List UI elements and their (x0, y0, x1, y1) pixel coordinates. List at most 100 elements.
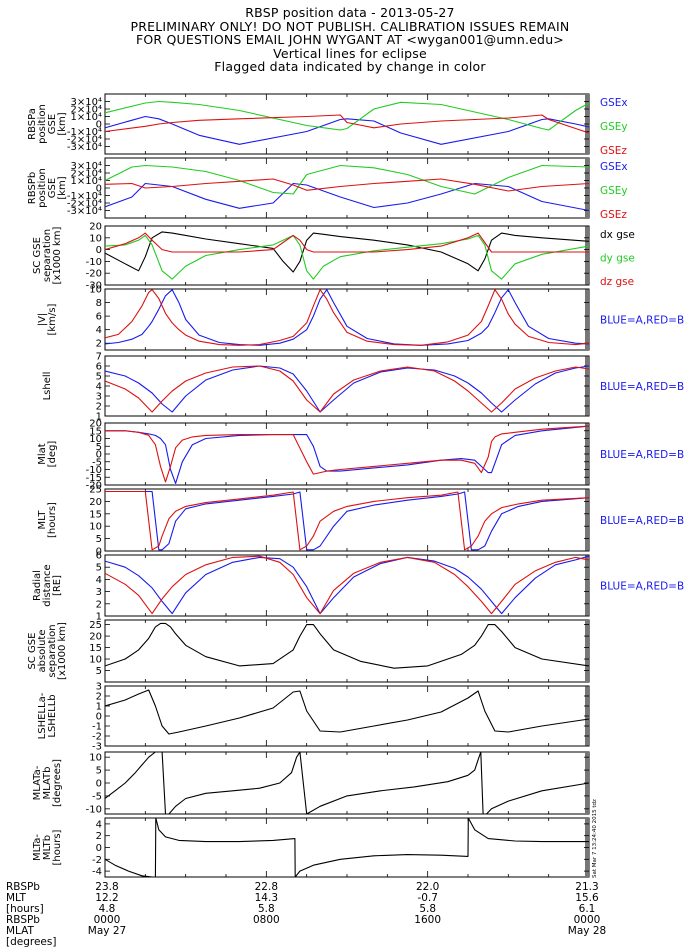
y-tick-label: 6 (96, 362, 102, 373)
y-tick-label: 0 (96, 120, 102, 131)
y-tick-label: 10 (89, 753, 102, 764)
y-axis-label: Radial (32, 570, 43, 601)
y-axis-label: [x1000 km] (52, 226, 63, 284)
y-tick-label: 10 (89, 434, 102, 445)
footer-cell: May 28 (568, 925, 606, 937)
y-tick-label: 2×10⁴ (71, 105, 102, 116)
legend-entry: GSEx (600, 97, 628, 109)
y-tick-label: -2×10⁴ (67, 199, 102, 210)
series-line-A (105, 425, 589, 484)
legend-entry: dz gse (600, 276, 634, 288)
panel-frame (104, 554, 590, 617)
series-line-difference (105, 752, 589, 814)
series-group (105, 752, 589, 814)
series-line-difference (105, 689, 589, 735)
y-axis-label: RBSPb (27, 172, 38, 204)
y-tick-label: 0 (96, 843, 102, 854)
legend-entry: GSEy (600, 185, 628, 197)
y-tick-label: -3×10⁴ (67, 142, 102, 153)
footer-cell: 6.1 (579, 903, 596, 915)
footer-cell: 15.6 (575, 892, 599, 904)
panel-frame (104, 619, 590, 683)
y-tick-label: 3 (96, 587, 102, 598)
y-tick-label: -5 (92, 791, 102, 802)
panel-frame (104, 685, 590, 747)
y-axis-label: position (37, 168, 48, 208)
y-tick-label: 5 (96, 442, 102, 453)
legend-entry: GSEx (600, 161, 628, 173)
y-tick-label: 3 (96, 392, 102, 403)
y-axis-label: Lshell (42, 372, 53, 401)
footer-cell: 21.3 (575, 881, 598, 893)
y-tick-label: -20 (86, 481, 102, 492)
y-tick-label: -2 (92, 855, 102, 866)
y-axis-label: SC GSE (27, 633, 38, 670)
y-tick-label: 1×10⁴ (71, 112, 102, 123)
footer-table: RBSPbMLT[hours]RBSPbMLAT[degrees]23.812.… (6, 881, 606, 948)
y-tick-label: 10 (89, 285, 102, 296)
footer-cell: 5.8 (258, 903, 275, 915)
panel-frame (104, 488, 590, 552)
y-tick-label: 10 (89, 233, 102, 244)
y-tick-label: -30 (86, 281, 102, 292)
y-axis-label: GSE (47, 178, 58, 198)
series-group (105, 689, 589, 735)
y-tick-label: 6 (96, 312, 102, 323)
legend-entry: BLUE=A,RED=B (600, 315, 684, 327)
series-line-GSEy (105, 164, 589, 195)
panel-frame (104, 355, 590, 417)
legend-entry: BLUE=A,RED=B (600, 449, 684, 461)
series-line-dz-gse (105, 232, 589, 253)
y-tick-label: 2 (96, 599, 102, 610)
y-tick-label: 15 (89, 509, 102, 520)
footer-cell: May 27 (88, 925, 126, 937)
series-group (105, 100, 589, 145)
y-tick-label: 0 (96, 547, 102, 558)
series-group (105, 289, 589, 346)
y-tick-label: 0 (96, 184, 102, 195)
footer-cell: 12.2 (95, 892, 118, 904)
series-line-GSEx (105, 115, 589, 145)
footer-row-label: [hours] (6, 903, 44, 915)
series-group (105, 818, 589, 877)
footer-row-label: RBSPb (6, 881, 40, 893)
series-group (105, 425, 589, 484)
y-tick-label: 3×10⁴ (71, 97, 102, 108)
footer-cell: 0800 (253, 914, 280, 926)
footer-cell: 1600 (414, 914, 441, 926)
footer-cell: 4.8 (99, 903, 116, 915)
y-tick-label: 25 (89, 620, 102, 631)
y-tick-label: -3 (92, 742, 102, 753)
footer-cell: 22.8 (255, 881, 278, 893)
y-tick-label: 4 (96, 575, 102, 586)
warning-line: PRELIMINARY ONLY! DO NOT PUBLISH. CALIBR… (130, 18, 570, 34)
y-axis-label: [km] (57, 176, 68, 199)
y-axis-label: |V| (37, 313, 48, 327)
legend-entry: GSEz (600, 209, 627, 221)
y-tick-label: 3 (96, 682, 102, 693)
series-line-GSEx (105, 182, 589, 212)
y-axis-label: [x1000 km] (57, 622, 68, 680)
y-tick-label: -1×10⁴ (67, 191, 102, 202)
y-tick-label: 4 (96, 325, 102, 336)
y-axis-label: MLATa- (32, 765, 43, 800)
y-tick-label: 1×10⁴ (71, 176, 102, 187)
series-line-GSEz (105, 178, 589, 192)
flag-strip (585, 489, 589, 551)
y-tick-label: 5 (96, 666, 102, 677)
y-tick-label: 8 (96, 298, 102, 309)
y-axis-label: MLTa- (32, 834, 43, 861)
eclipse-note: Vertical lines for eclipse (273, 45, 427, 61)
series-line-B (105, 289, 589, 346)
y-tick-label: -1×10⁴ (67, 127, 102, 138)
y-tick-label: 2 (96, 692, 102, 703)
flag-strip (585, 555, 589, 616)
legend-entry: BLUE=A,RED=B (600, 581, 684, 593)
series-line-difference (105, 818, 589, 877)
flag-note: Flagged data indicated by change in colo… (214, 59, 486, 74)
flag-strip (585, 620, 589, 682)
contact-line: FOR QUESTIONS EMAIL JOHN WYGANT AT <wyga… (135, 32, 564, 47)
